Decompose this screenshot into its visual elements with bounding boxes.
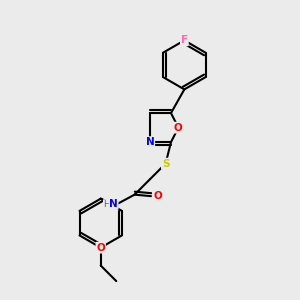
Text: N: N [146, 137, 154, 147]
Text: O: O [96, 243, 105, 253]
Text: S: S [162, 159, 169, 169]
Text: O: O [153, 191, 162, 201]
Text: N: N [109, 199, 118, 209]
Text: F: F [181, 35, 188, 45]
Text: O: O [174, 123, 183, 133]
Text: H: H [103, 200, 110, 209]
